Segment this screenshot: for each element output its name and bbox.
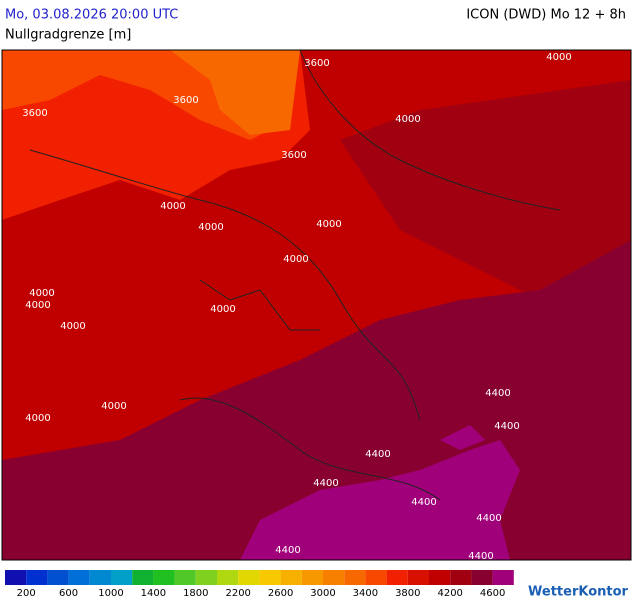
legend-swatch <box>386 570 408 585</box>
legend-swatch <box>68 570 90 585</box>
legend-swatch <box>492 570 514 585</box>
region-4200-east <box>340 80 631 330</box>
legend-swatch <box>5 570 27 585</box>
legend-swatch <box>407 570 429 585</box>
legend-swatch <box>450 570 472 585</box>
contour-label: 4400 <box>275 545 300 556</box>
legend-swatch <box>111 570 133 585</box>
contour-label: 4400 <box>411 497 436 508</box>
contour-label: 4400 <box>468 551 493 562</box>
legend-label: 3800 <box>395 588 420 599</box>
legend-swatch <box>365 570 387 585</box>
contour-label: 4000 <box>29 288 54 299</box>
legend-label: 2200 <box>225 588 250 599</box>
legend-label: 2600 <box>268 588 293 599</box>
contour-label: 4000 <box>25 300 50 311</box>
contour-label: 4000 <box>160 201 185 212</box>
map-frame <box>1 49 632 561</box>
legend-label: 4200 <box>437 588 462 599</box>
contour-label: 4000 <box>395 114 420 125</box>
legend-swatch <box>195 570 217 585</box>
contour-label: 4000 <box>198 222 223 233</box>
legend-swatch <box>153 570 175 585</box>
legend-swatch <box>89 570 111 585</box>
legend-label: 3400 <box>353 588 378 599</box>
legend-swatch <box>174 570 196 585</box>
legend-swatch <box>471 570 493 585</box>
legend-swatch <box>217 570 239 585</box>
region-4600 <box>240 440 520 560</box>
contour-label: 3600 <box>304 58 329 69</box>
legend-label: 1800 <box>183 588 208 599</box>
legend-swatch <box>429 570 451 585</box>
contour-label: 4000 <box>60 321 85 332</box>
contour-label: 4000 <box>101 401 126 412</box>
contour-label: 3600 <box>281 150 306 161</box>
contour-label: 4400 <box>476 513 501 524</box>
borders <box>29 49 561 501</box>
contour-label: 3600 <box>173 95 198 106</box>
map-area <box>1 49 632 561</box>
contour-label: 4000 <box>316 219 341 230</box>
contour-label: 4000 <box>25 413 50 424</box>
legend-swatch <box>238 570 260 585</box>
legend-swatch <box>26 570 48 585</box>
contour-label: 4000 <box>546 52 571 63</box>
legend-label: 1000 <box>98 588 123 599</box>
legend-swatch <box>47 570 69 585</box>
region-3400 <box>170 50 300 135</box>
contour-label: 4400 <box>485 388 510 399</box>
logo: WetterKontor <box>528 585 629 600</box>
legend-label: 1400 <box>141 588 166 599</box>
region-4600b <box>440 425 485 450</box>
legend-label: 200 <box>17 588 36 599</box>
contour-label: 3600 <box>22 108 47 119</box>
contour-label: 4400 <box>494 421 519 432</box>
legend-label: 4600 <box>480 588 505 599</box>
contour-label: 4400 <box>313 478 338 489</box>
legend-swatch <box>280 570 302 585</box>
legend-swatch <box>259 570 281 585</box>
contour-label: 4000 <box>283 254 308 265</box>
model-run: ICON (DWD) Mo 12 + 8h <box>466 8 626 23</box>
contour-label: 4400 <box>365 449 390 460</box>
contour-label: 4000 <box>210 304 235 315</box>
legend-label: 600 <box>59 588 78 599</box>
legend-label: 3000 <box>310 588 335 599</box>
legend-swatch <box>344 570 366 585</box>
legend-swatch <box>323 570 345 585</box>
datetime: Mo, 03.08.2026 20:00 UTC <box>5 8 178 23</box>
legend-swatch <box>301 570 323 585</box>
legend-swatch <box>132 570 154 585</box>
parameter: Nullgradgrenze [m] <box>5 28 131 43</box>
